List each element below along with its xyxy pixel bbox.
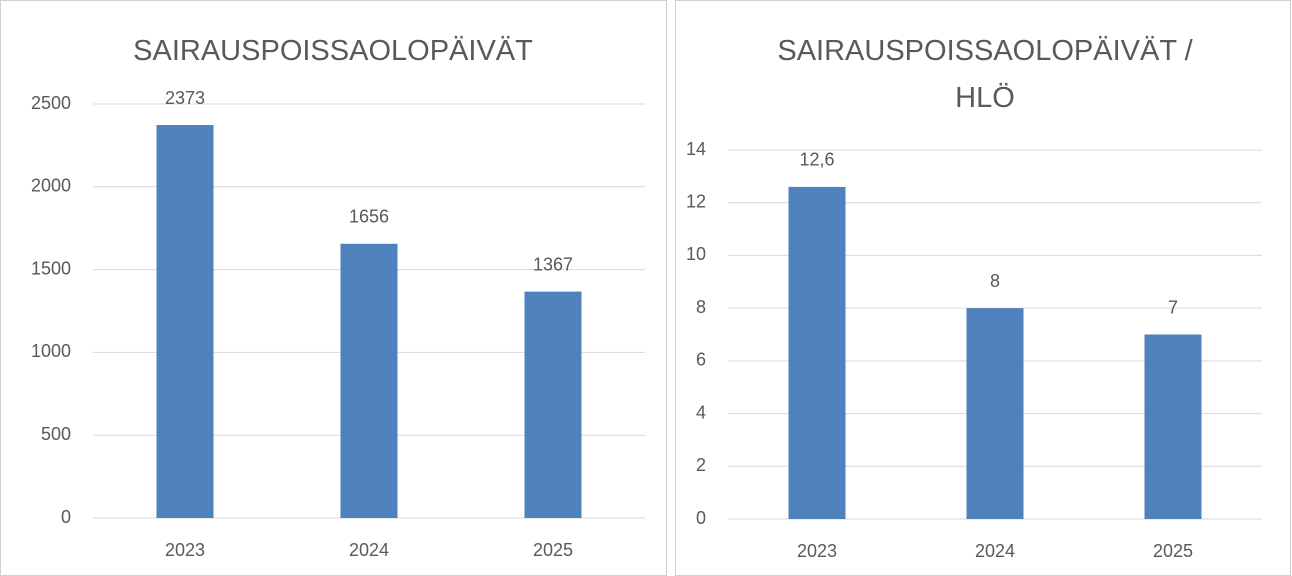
bar xyxy=(340,243,398,518)
y-tick-label: 10 xyxy=(686,244,706,264)
x-tick-label: 2025 xyxy=(1153,541,1193,561)
chart-title: SAIRAUSPOISSAOLOPÄIVÄT / HLÖ xyxy=(777,35,1193,114)
x-tick-label: 2023 xyxy=(797,541,837,561)
y-tick-label: 2 xyxy=(696,455,706,475)
x-tick-label: 2024 xyxy=(349,540,389,560)
bar xyxy=(788,186,846,519)
data-label: 7 xyxy=(1168,297,1178,317)
y-tick-label: 2500 xyxy=(31,93,71,113)
y-tick-label: 0 xyxy=(696,508,706,528)
y-tick-label: 2000 xyxy=(31,176,71,196)
y-tick-label: 14 xyxy=(686,139,706,159)
y-tick-label: 1500 xyxy=(31,258,71,278)
y-tick-label: 8 xyxy=(696,297,706,317)
data-label: 2373 xyxy=(165,88,205,108)
x-tick-label: 2023 xyxy=(165,540,205,560)
data-label: 1367 xyxy=(533,254,573,274)
y-tick-label: 12 xyxy=(686,191,706,211)
bar xyxy=(966,308,1024,519)
data-label: 12,6 xyxy=(799,150,834,170)
y-tick-label: 4 xyxy=(696,402,706,422)
bar xyxy=(524,291,582,518)
data-label: 8 xyxy=(990,271,1000,291)
bar xyxy=(156,125,214,519)
y-tick-label: 1000 xyxy=(31,341,71,361)
bar xyxy=(1144,334,1202,519)
y-tick-label: 500 xyxy=(41,424,71,444)
x-tick-label: 2024 xyxy=(975,541,1015,561)
data-label: 1656 xyxy=(349,207,389,227)
chart-title: SAIRAUSPOISSAOLOPÄIVÄT xyxy=(133,35,533,67)
y-tick-label: 0 xyxy=(61,507,71,527)
x-tick-label: 2025 xyxy=(533,540,573,560)
y-tick-label: 6 xyxy=(696,350,706,370)
